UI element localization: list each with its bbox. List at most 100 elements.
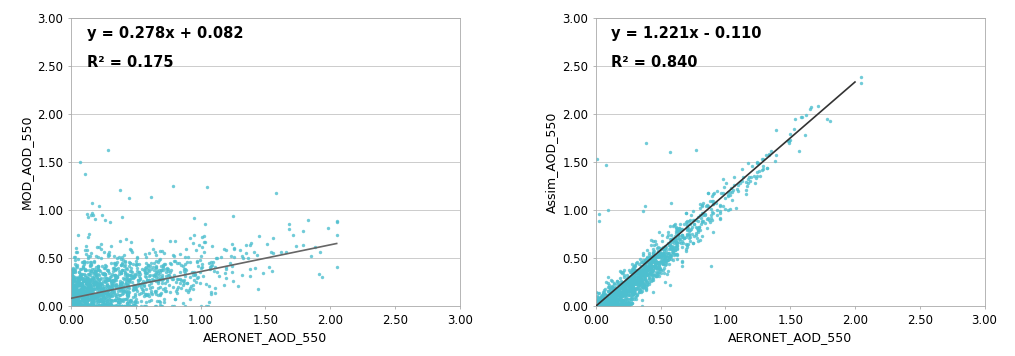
Point (768, 152, 785, 158)
Point (105, 283, 121, 289)
Point (65, 293, 81, 298)
Point (84, 295, 100, 300)
Point (99, 298, 116, 304)
Point (627, 287, 644, 293)
Point (669, 227, 685, 233)
Point (87, 216, 104, 222)
Point (595, 303, 611, 309)
Point (105, 265, 121, 271)
Point (122, 298, 138, 304)
Point (598, 297, 614, 303)
Point (121, 286, 137, 291)
Point (97, 294, 114, 299)
Point (594, 303, 610, 309)
Point (594, 303, 610, 309)
Point (620, 293, 636, 298)
Point (590, 303, 606, 309)
Point (617, 287, 633, 292)
Point (633, 263, 650, 269)
Point (609, 298, 625, 304)
Point (592, 303, 608, 309)
Point (620, 283, 636, 289)
Point (68, 250, 84, 255)
Point (90, 267, 107, 272)
Point (91, 280, 108, 286)
Point (165, 284, 182, 290)
Point (129, 265, 145, 271)
Point (602, 287, 618, 292)
Point (111, 283, 127, 289)
Point (132, 275, 148, 281)
Point (686, 234, 702, 239)
Point (98, 303, 115, 309)
Point (154, 248, 171, 253)
Point (612, 293, 628, 299)
Point (596, 303, 612, 309)
Point (149, 275, 165, 281)
Point (72, 287, 88, 292)
Point (641, 261, 658, 266)
Point (97, 303, 114, 309)
Point (592, 303, 608, 309)
Point (602, 303, 618, 309)
Point (589, 303, 605, 309)
Point (111, 297, 127, 302)
Point (606, 303, 622, 309)
Point (615, 302, 631, 307)
Point (102, 287, 118, 292)
Point (641, 250, 658, 255)
Point (66, 291, 82, 297)
Point (607, 300, 623, 306)
Point (82, 283, 98, 288)
Point (113, 262, 129, 268)
Point (722, 189, 738, 195)
Point (100, 268, 117, 274)
Point (603, 297, 619, 303)
Point (604, 295, 620, 300)
Point (154, 277, 171, 283)
Point (594, 296, 610, 302)
Point (113, 269, 129, 275)
Point (106, 260, 122, 266)
Point (626, 294, 642, 300)
Point (628, 280, 645, 286)
Point (124, 303, 140, 309)
Point (678, 219, 694, 225)
Point (196, 240, 212, 245)
Point (659, 234, 675, 240)
Point (649, 254, 665, 260)
Point (71, 290, 87, 296)
Point (155, 276, 172, 282)
Point (631, 276, 648, 282)
Point (595, 303, 611, 309)
Point (669, 246, 685, 252)
Point (600, 302, 616, 308)
Point (99, 291, 116, 297)
Point (786, 126, 802, 131)
Point (634, 285, 651, 290)
Point (115, 290, 131, 296)
Point (648, 254, 664, 260)
Point (67, 274, 83, 280)
Point (88, 285, 105, 291)
Point (641, 266, 658, 272)
Point (617, 285, 633, 290)
Point (75, 303, 91, 309)
Point (634, 250, 651, 256)
Point (668, 230, 684, 236)
Point (65, 286, 81, 292)
Point (179, 280, 195, 286)
Point (624, 281, 640, 286)
Point (83, 292, 99, 297)
Point (705, 190, 722, 196)
Point (613, 282, 629, 287)
Point (70, 283, 86, 289)
Point (592, 303, 608, 309)
Point (90, 297, 107, 303)
Point (605, 303, 621, 309)
Point (635, 267, 652, 273)
Point (67, 268, 83, 273)
Point (593, 295, 609, 300)
Point (73, 287, 89, 293)
Point (79, 274, 95, 280)
